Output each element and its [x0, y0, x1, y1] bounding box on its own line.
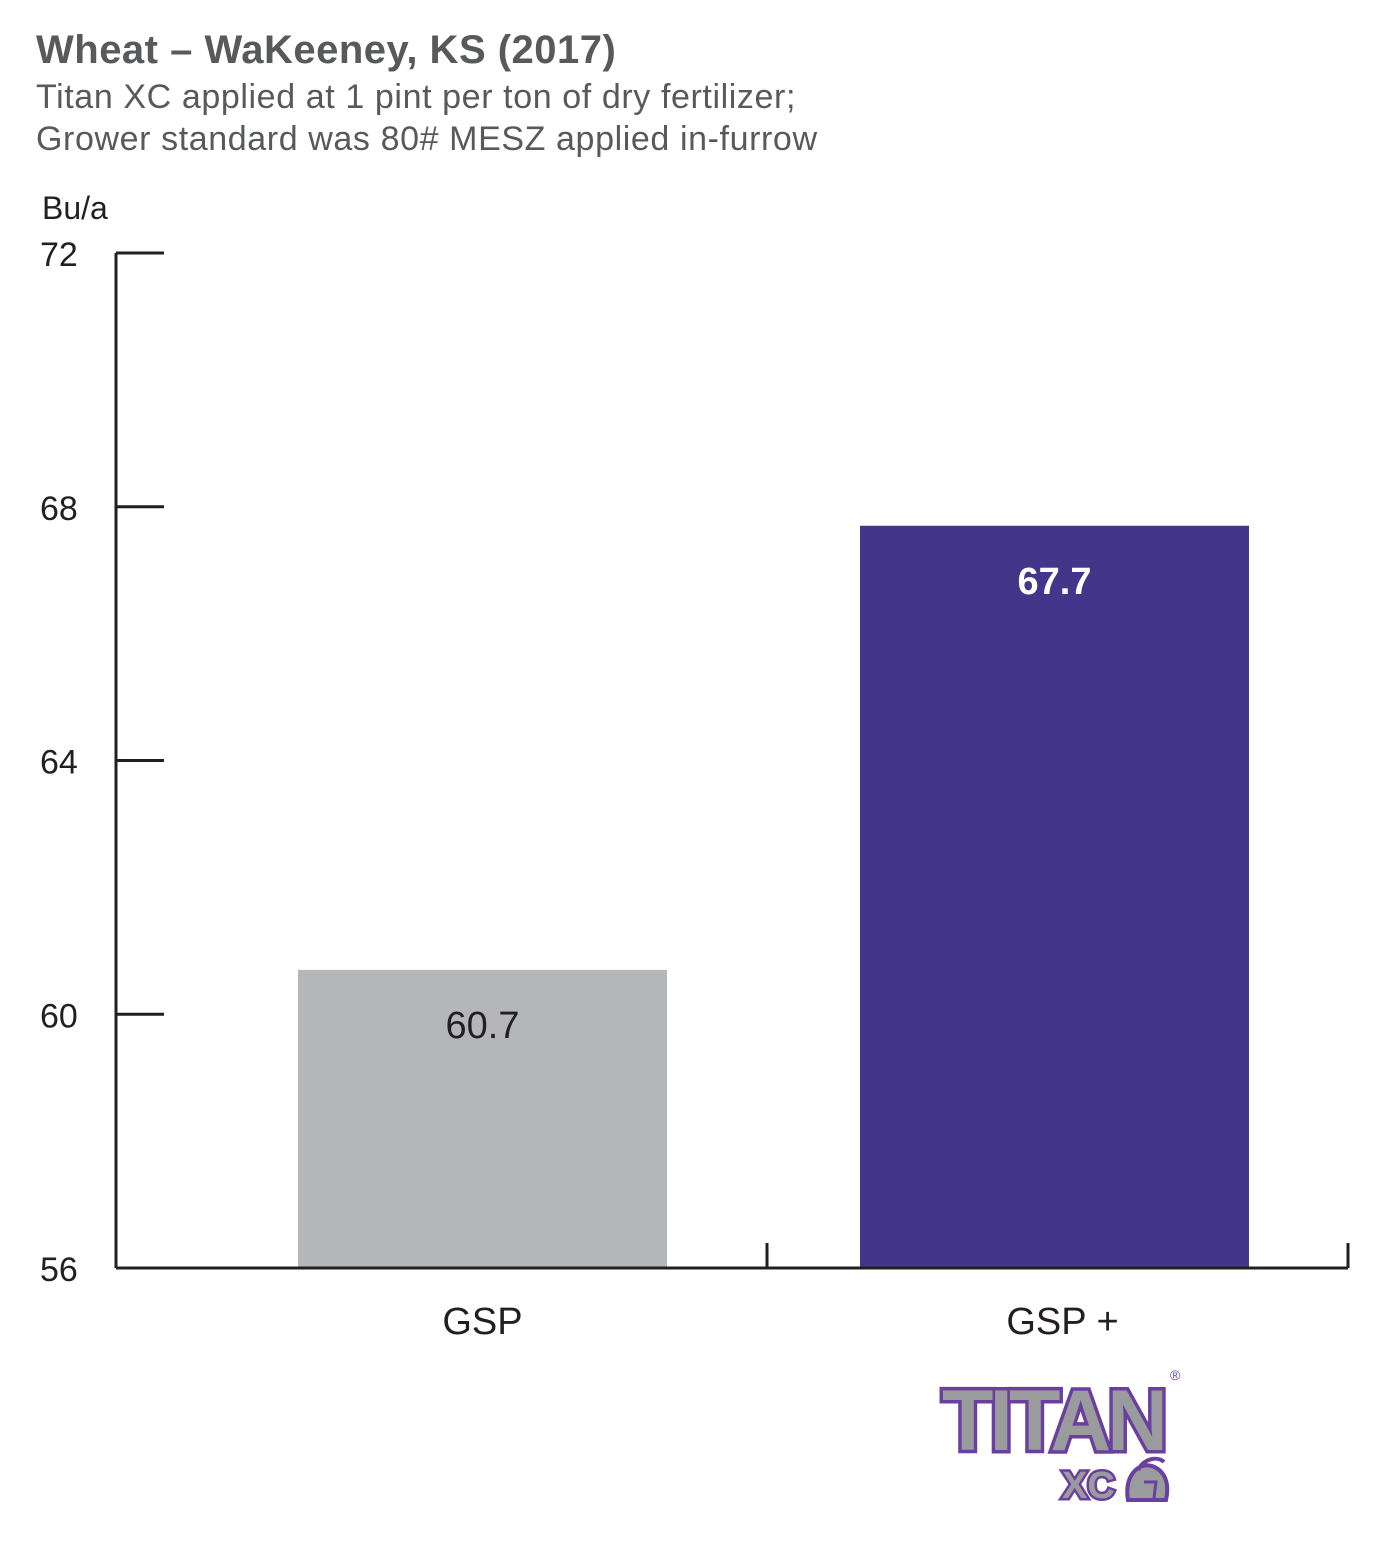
bar-2	[860, 525, 1249, 1268]
y-tick-label-68: 68	[40, 490, 78, 528]
chart-title: Wheat – WaKeeney, KS (2017)	[36, 28, 617, 72]
y-tick-label-64: 64	[40, 744, 78, 782]
y-tick-label-56: 56	[40, 1251, 78, 1289]
data-label-1: 60.7	[446, 1005, 520, 1047]
logo-suffix: XC	[1062, 1465, 1115, 1507]
y-tick-label-60: 60	[40, 997, 78, 1035]
x-tick-label-2: GSP +	[1006, 1301, 1118, 1343]
subtitle-line-2: Grower standard was 80# MESZ applied in-…	[36, 120, 818, 158]
chart-subtitle: Titan XC applied at 1 pint per ton of dr…	[36, 76, 818, 160]
y-axis-label: Bu/a	[42, 190, 108, 226]
titan-xc-logo: TITAN ® XC	[939, 1367, 1182, 1510]
y-tick-label-72: 72	[40, 236, 78, 274]
logo-registered-mark: ®	[1170, 1367, 1181, 1383]
bar-1	[298, 969, 667, 1268]
helmet-icon	[1125, 1456, 1170, 1502]
logo-wordmark: TITAN	[942, 1373, 1164, 1469]
subtitle-line-1: Titan XC applied at 1 pint per ton of dr…	[36, 78, 797, 116]
x-tick-label-1: GSP	[442, 1301, 522, 1343]
data-label-2: 67.7	[1018, 561, 1092, 603]
